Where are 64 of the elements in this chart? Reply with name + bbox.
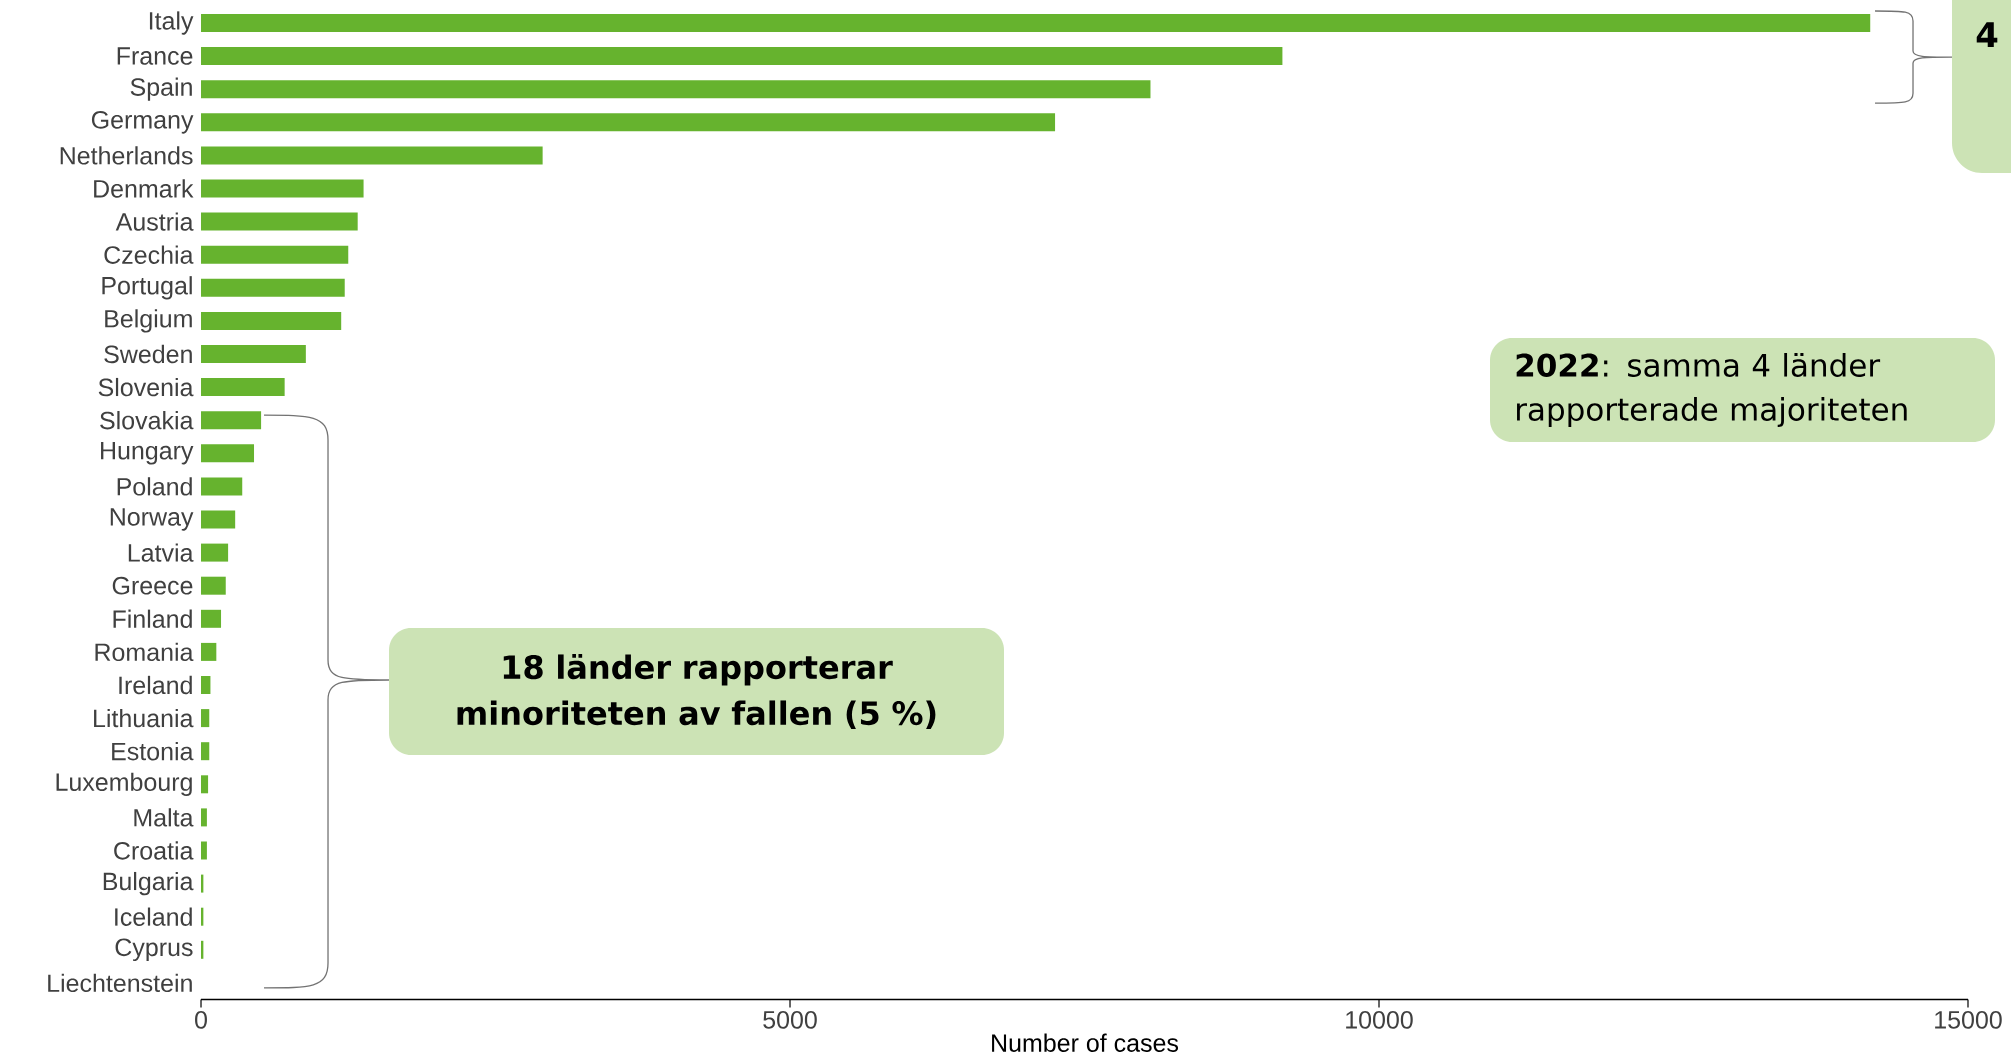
bar xyxy=(201,80,1151,99)
y-tick-label: Slovenia xyxy=(98,377,194,397)
bar xyxy=(201,676,211,694)
y-tick-label: Latvia xyxy=(128,543,194,562)
bar xyxy=(201,212,358,231)
y-tick-label: Liechtenstein xyxy=(48,973,192,993)
y-tick-label: Spain xyxy=(130,77,192,101)
bar xyxy=(201,14,1871,32)
bar xyxy=(201,411,262,430)
annotation: 2022: samma 4 länder rapporterade majoriteten xyxy=(1516,352,1907,427)
y-tick-label: Netherlands xyxy=(60,146,193,165)
y-tick-label: Belgium xyxy=(105,309,192,333)
y-tick-label: Romania xyxy=(95,642,194,662)
bar xyxy=(201,576,226,595)
annotation: 18 länder rapporterar minoriteten av fallen (5 %) xyxy=(457,653,936,729)
bar xyxy=(201,477,243,496)
bar xyxy=(201,808,207,827)
x-tick-label: 5000 xyxy=(763,1010,817,1029)
y-tick-label: Austria xyxy=(115,212,194,231)
y-tick-label: Greece xyxy=(112,576,193,595)
y-tick-label: Iceland xyxy=(115,907,192,926)
bar xyxy=(201,278,345,297)
y-tick-label: Finland xyxy=(113,609,192,628)
y-tick-label: Poland xyxy=(117,477,192,496)
y-tick-label: Estonia xyxy=(112,742,194,761)
bar xyxy=(201,742,210,761)
bar xyxy=(201,841,207,860)
bar xyxy=(201,245,349,264)
x-tick-label: 15000 xyxy=(1935,1010,2002,1029)
y-tick-label: France xyxy=(117,47,193,65)
bar xyxy=(201,709,210,728)
bar xyxy=(201,378,285,397)
bar xyxy=(201,345,306,363)
y-tick-label: Denmark xyxy=(94,179,194,198)
y-tick-label: Hungary xyxy=(101,442,194,465)
bar xyxy=(201,311,342,330)
bar xyxy=(201,642,217,661)
x-tick-label: 0 xyxy=(195,1010,207,1029)
bar xyxy=(201,775,209,794)
bar xyxy=(201,146,543,165)
y-tick-label: Cyprus xyxy=(115,938,193,962)
y-tick-label: Germany xyxy=(91,110,194,134)
bar xyxy=(201,113,1056,132)
bar xyxy=(201,47,1283,66)
bar xyxy=(201,444,255,463)
y-tick-label: Luxembourg xyxy=(56,772,192,796)
bar xyxy=(201,543,229,562)
y-tick-label: Norway xyxy=(110,508,194,531)
y-tick-label: Bulgaria xyxy=(103,871,194,896)
x-tick-label: 10000 xyxy=(1346,1010,1413,1029)
y-tick-label: Malta xyxy=(134,808,194,827)
x-axis-title: Number of cases xyxy=(992,1033,1179,1052)
text: 4 xyxy=(1976,22,1998,47)
bar xyxy=(201,179,364,198)
y-tick-label: Sweden xyxy=(104,344,192,364)
y-tick-label: Lithuania xyxy=(94,708,194,728)
y-tick-label: Czechia xyxy=(104,245,194,264)
bar xyxy=(201,609,222,628)
y-tick-label: Italy xyxy=(149,11,194,35)
y-tick-label: Portugal xyxy=(102,276,192,300)
y-tick-label: Ireland xyxy=(119,675,192,695)
y-tick-label: Croatia xyxy=(114,841,194,860)
bar xyxy=(201,510,236,529)
y-tick-label: Slovakia xyxy=(100,411,194,430)
